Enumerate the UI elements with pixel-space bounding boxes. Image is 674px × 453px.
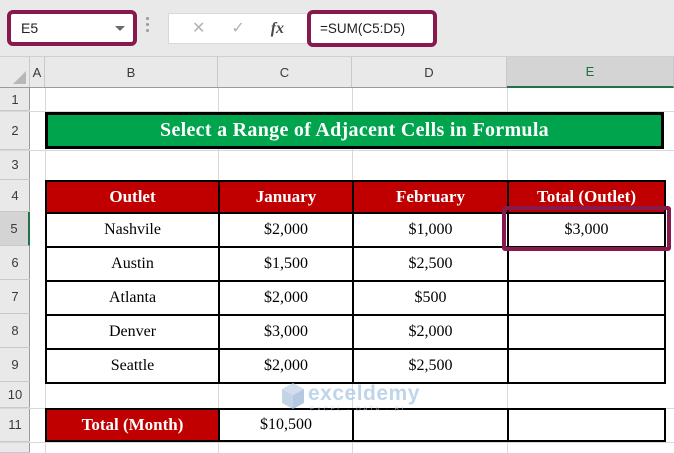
- enter-icon[interactable]: ✓: [231, 19, 245, 37]
- cell-d6-february[interactable]: $2,500: [354, 248, 509, 282]
- formula-bar-buttons: ✕ ✓ fx: [168, 13, 308, 44]
- table-header-january[interactable]: January: [220, 182, 354, 214]
- cell-b9-outlet[interactable]: Seattle: [47, 350, 220, 384]
- cell-c5-january[interactable]: $2,000: [220, 214, 354, 248]
- cell-e9-total[interactable]: [509, 350, 666, 384]
- insert-function-icon[interactable]: fx: [270, 19, 285, 37]
- formula-bar-chrome: E5 ✕ ✓ fx =SUM(C5:D5): [0, 0, 674, 57]
- column-header-b[interactable]: B: [45, 57, 218, 87]
- column-headers: A B C D E: [0, 57, 674, 88]
- table-header-total-outlet[interactable]: Total (Outlet): [509, 182, 666, 214]
- select-all-corner[interactable]: [0, 57, 30, 87]
- cell-c7-january[interactable]: $2,000: [220, 282, 354, 316]
- name-box-dropdown-icon[interactable]: [115, 25, 125, 31]
- data-table: Outlet January February Total (Outlet) N…: [45, 180, 666, 384]
- column-header-d[interactable]: D: [352, 57, 507, 87]
- cell-d7-february[interactable]: $500: [354, 282, 509, 316]
- total-row-table: Total (Month) $10,500: [45, 408, 666, 442]
- cell-c6-january[interactable]: $1,500: [220, 248, 354, 282]
- active-cell-e5-annotation: [502, 206, 671, 251]
- select-all-triangle-icon: [13, 71, 26, 84]
- cell-c11-total-month-value[interactable]: $10,500: [220, 410, 354, 442]
- column-header-c[interactable]: C: [218, 57, 352, 87]
- formula-input[interactable]: =SUM(C5:D5): [307, 10, 437, 47]
- cell-c9-january[interactable]: $2,000: [220, 350, 354, 384]
- cell-d9-february[interactable]: $2,500: [354, 350, 509, 384]
- formula-bar-separator-dots: [146, 17, 149, 32]
- table-header-outlet[interactable]: Outlet: [47, 182, 220, 214]
- cell-d11-empty[interactable]: [354, 410, 509, 442]
- cell-e7-total[interactable]: [509, 282, 666, 316]
- cell-e6-total[interactable]: [509, 248, 666, 282]
- cancel-icon[interactable]: ✕: [191, 19, 206, 37]
- cell-d5-february[interactable]: $1,000: [354, 214, 509, 248]
- cell-d8-february[interactable]: $2,000: [354, 316, 509, 350]
- formula-text: =SUM(C5:D5): [320, 21, 406, 36]
- column-header-a[interactable]: A: [30, 57, 45, 87]
- cell-c8-january[interactable]: $3,000: [220, 316, 354, 350]
- title-banner-text: Select a Range of Adjacent Cells in Form…: [160, 119, 549, 141]
- cell-b6-outlet[interactable]: Austin: [47, 248, 220, 282]
- cell-e8-total[interactable]: [509, 316, 666, 350]
- cell-b5-outlet[interactable]: Nashvile: [47, 214, 220, 248]
- title-banner-cell[interactable]: Select a Range of Adjacent Cells in Form…: [45, 112, 664, 149]
- name-box[interactable]: E5: [7, 10, 137, 46]
- table-header-february[interactable]: February: [354, 182, 509, 214]
- cell-b7-outlet[interactable]: Atlanta: [47, 282, 220, 316]
- column-header-e-selected[interactable]: E: [507, 57, 674, 88]
- name-box-value: E5: [21, 20, 39, 36]
- cell-b8-outlet[interactable]: Denver: [47, 316, 220, 350]
- cell-e11-empty[interactable]: [509, 410, 666, 442]
- cell-b11-total-month-label[interactable]: Total (Month): [47, 410, 220, 442]
